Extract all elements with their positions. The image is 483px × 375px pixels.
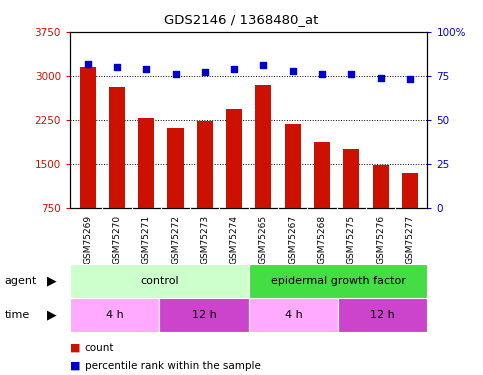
Point xyxy=(347,71,355,77)
Bar xyxy=(249,264,427,298)
Text: ▶: ▶ xyxy=(47,309,57,321)
Point xyxy=(171,71,179,77)
Text: GSM75275: GSM75275 xyxy=(347,215,356,264)
Text: GSM75276: GSM75276 xyxy=(376,215,385,264)
Text: GSM75277: GSM75277 xyxy=(405,215,414,264)
Point xyxy=(113,64,121,70)
Bar xyxy=(249,298,338,332)
Bar xyxy=(197,121,213,208)
Bar xyxy=(226,109,242,208)
Bar xyxy=(70,264,249,298)
Bar xyxy=(402,174,418,208)
Bar xyxy=(159,298,249,332)
Text: GSM75271: GSM75271 xyxy=(142,215,151,264)
Bar xyxy=(109,87,125,208)
Text: epidermal growth factor: epidermal growth factor xyxy=(270,276,406,286)
Text: GSM75273: GSM75273 xyxy=(200,215,209,264)
Text: 12 h: 12 h xyxy=(370,310,395,320)
Text: GSM75272: GSM75272 xyxy=(171,215,180,264)
Text: ▶: ▶ xyxy=(47,275,57,288)
Point xyxy=(142,66,150,72)
Bar xyxy=(80,67,96,208)
Point xyxy=(201,69,209,75)
Text: GDS2146 / 1368480_at: GDS2146 / 1368480_at xyxy=(164,13,319,26)
Text: agent: agent xyxy=(5,276,37,286)
Text: control: control xyxy=(140,276,179,286)
Bar xyxy=(70,298,159,332)
Text: GSM75268: GSM75268 xyxy=(317,215,327,264)
Text: 12 h: 12 h xyxy=(192,310,216,320)
Bar xyxy=(343,149,359,208)
Bar xyxy=(256,86,271,208)
Text: GSM75269: GSM75269 xyxy=(83,215,92,264)
Point xyxy=(289,68,297,74)
Point xyxy=(406,76,414,82)
Point xyxy=(230,66,238,72)
Text: GSM75270: GSM75270 xyxy=(113,215,121,264)
Text: GSM75267: GSM75267 xyxy=(288,215,297,264)
Bar xyxy=(372,165,389,208)
Text: ■: ■ xyxy=(70,361,81,370)
Bar xyxy=(338,298,427,332)
Bar xyxy=(284,123,301,208)
Text: 4 h: 4 h xyxy=(284,310,302,320)
Text: time: time xyxy=(5,310,30,320)
Text: GSM75265: GSM75265 xyxy=(259,215,268,264)
Text: percentile rank within the sample: percentile rank within the sample xyxy=(85,361,260,370)
Bar xyxy=(138,118,154,208)
Point xyxy=(259,62,267,68)
Text: GSM75274: GSM75274 xyxy=(229,215,239,264)
Point xyxy=(377,75,384,81)
Point xyxy=(84,61,91,67)
Point xyxy=(318,71,326,77)
Bar xyxy=(314,142,330,208)
Text: ■: ■ xyxy=(70,343,81,353)
Text: count: count xyxy=(85,343,114,353)
Text: 4 h: 4 h xyxy=(106,310,124,320)
Bar xyxy=(168,128,184,208)
